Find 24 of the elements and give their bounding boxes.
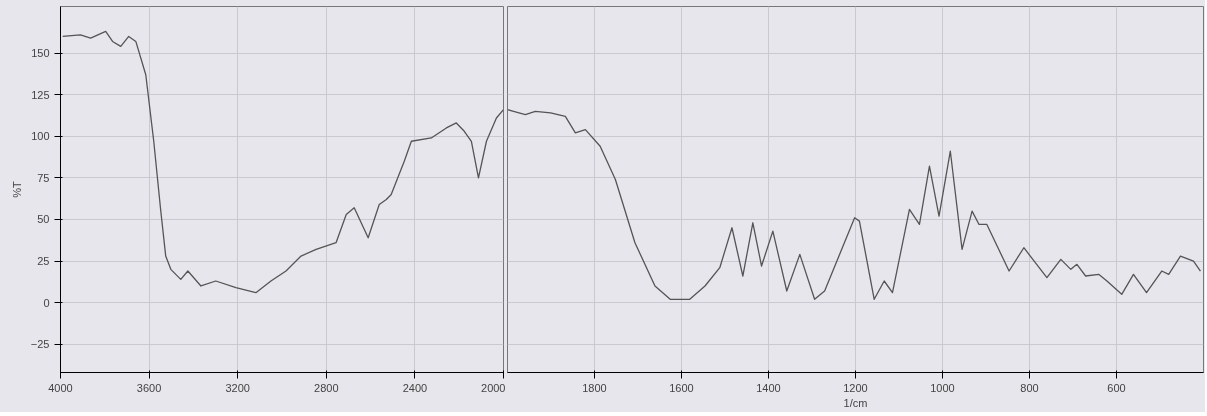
y-tick-label: 50 [37, 213, 50, 226]
x-tick-label: 600 [1107, 381, 1126, 394]
y-tick-label: 100 [31, 130, 50, 143]
x-tick-label: 2000 [481, 381, 506, 394]
x-tick-label: 2800 [314, 381, 339, 394]
x-tick-label: 1200 [843, 381, 868, 394]
y-tick-label: 25 [37, 255, 50, 268]
x-tick-label: 1600 [669, 381, 694, 394]
x-tick-label: 800 [1020, 381, 1039, 394]
x-tick-label: 3200 [225, 381, 250, 394]
x-tick-label: 2400 [402, 381, 428, 394]
x-tick-label: 1000 [930, 381, 955, 394]
y-tick-label: 125 [31, 88, 50, 101]
y-tick-label: 150 [31, 47, 50, 60]
y-tick-label: −25 [30, 338, 50, 351]
x-tick-label: 4000 [48, 381, 73, 394]
x-tick-label: 1400 [756, 381, 781, 394]
line-series [62, 30, 504, 294]
y-axis-title: %T [10, 180, 23, 198]
x-axis-title: 1/cm [843, 396, 868, 409]
x-tick-label: 1800 [582, 381, 607, 394]
y-tick-label: 0 [43, 296, 50, 309]
y-tick-label: 75 [37, 171, 50, 184]
x-tick-label: 3600 [136, 381, 162, 394]
